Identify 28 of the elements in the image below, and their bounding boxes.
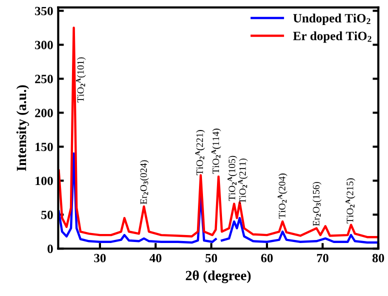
y-axis-title: Intensity (a.u.): [16, 85, 30, 171]
annotation: TiO$_{2}$$^{A}$(105): [228, 156, 238, 201]
annotation: TiO$_{2}$$^{A}$(211): [238, 158, 248, 204]
y-tick-label: 200: [35, 108, 53, 118]
y-tick-label: 300: [35, 40, 53, 50]
y-tick-label: 250: [35, 74, 53, 84]
annotation: Er$_{2}$O$_{3}$(024): [140, 160, 149, 204]
y-tick-label: 0: [48, 244, 53, 254]
y-tick-label: 150: [36, 142, 53, 152]
annotation: TiO$_{2}$$^{A}$(221): [195, 130, 205, 176]
legend-label: Er doped TiO$_{2}$: [293, 31, 372, 43]
x-axis-title: 2θ (degree): [186, 270, 251, 284]
y-tick-label: 50: [41, 210, 53, 220]
y-tick-label: 100: [36, 176, 53, 186]
y-tick-label: 350: [35, 6, 53, 16]
x-tick-label: 70: [317, 254, 328, 262]
line-series: [58, 26, 378, 238]
x-tick-label: 40: [150, 254, 162, 262]
x-tick-label: 80: [372, 254, 384, 262]
legend-label: Undoped TiO$_{2}$: [293, 14, 370, 25]
x-tick-label: 50: [206, 254, 218, 262]
annotation: Er$_{2}$O$_{3}$(156): [312, 182, 322, 226]
x-tick-label: 30: [94, 254, 106, 262]
x-tick-label: 60: [261, 254, 273, 262]
annotation: TiO$_{2}$$^{A}$(204): [278, 174, 288, 219]
annotation: TiO$_{2}$$^{A}$(101): [76, 57, 86, 102]
annotation: TiO$_{2}$$^{A}$(114): [211, 128, 222, 174]
annotation: TiO$_{2}$$^{A}$(215): [346, 178, 356, 224]
